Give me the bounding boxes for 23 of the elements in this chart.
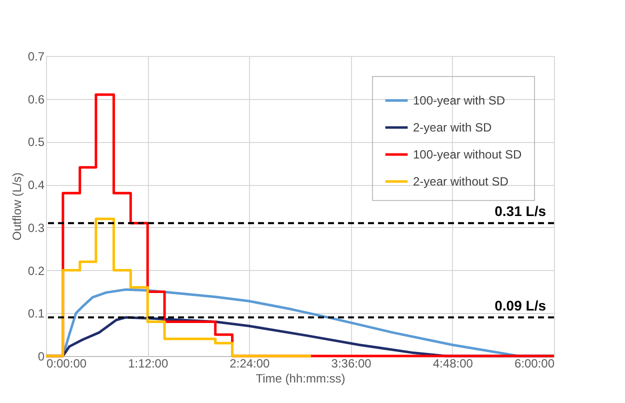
ref-line-label: 0.09 L/s [494, 297, 546, 314]
legend-label: 100-year with SD [413, 94, 506, 108]
legend-label: 100-year without SD [413, 148, 522, 162]
x-tick-label: 0:00:00 [46, 356, 87, 370]
y-tick-label: 0.5 [28, 135, 45, 150]
y-axis-title: Outflow (L/s) [10, 172, 24, 241]
legend-label: 2-year without SD [413, 174, 509, 188]
x-tick-label: 2:24:00 [230, 356, 270, 370]
x-tick-label: 3:36:00 [331, 356, 372, 370]
x-tick-label: 1:12:00 [128, 356, 168, 370]
y-tick-label: 0.4 [28, 178, 45, 192]
y-tick-label: 0 [38, 350, 45, 364]
legend-label: 2-year with SD [413, 120, 492, 134]
y-tick-label: 0.2 [28, 264, 45, 278]
y-tick-label: 0.6 [28, 92, 45, 106]
x-axis-title: Time (hh:mm:ss) [256, 372, 346, 386]
x-tick-label: 4:48:00 [432, 356, 474, 370]
ref-line-label: 0.31 L/s [494, 203, 546, 220]
y-tick-label: 0.7 [28, 50, 45, 64]
y-tick-label: 0.3 [28, 220, 45, 235]
line-series [44, 218, 312, 358]
y-tick-label: 0.1 [28, 306, 45, 321]
x-tick-label: 6:00:00 [514, 356, 555, 370]
